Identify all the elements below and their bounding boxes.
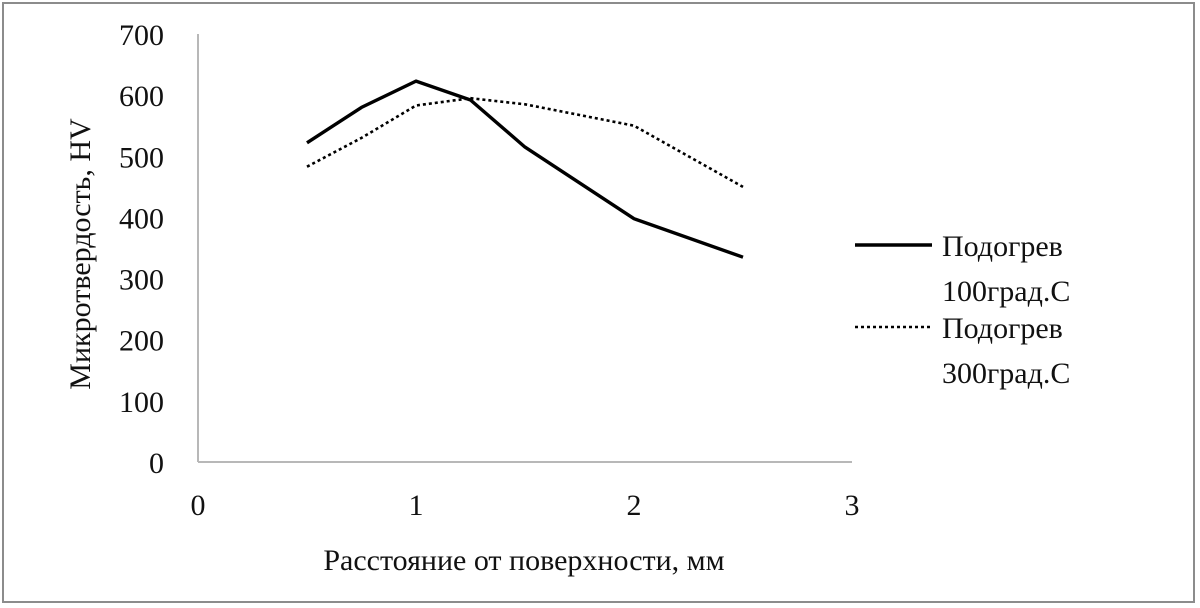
legend-label-2: Подогрев	[942, 312, 1063, 345]
series-line-1	[306, 79, 744, 259]
y-tick-label: 300	[119, 264, 164, 297]
x-axis-title: Расстояние от поверхности, мм	[323, 544, 724, 577]
legend: Подогрев 100град.С Подогрев 300град.С	[855, 230, 1070, 390]
y-tick-labels: 0 100 200 300 400 500 600 700	[119, 19, 164, 480]
y-tick-label: 600	[119, 80, 164, 113]
y-tick-label: 200	[119, 325, 164, 358]
legend-label-1: Подогрев	[942, 230, 1063, 263]
y-tick-label: 700	[119, 19, 164, 52]
x-tick-label: 3	[845, 489, 860, 522]
x-tick-label: 2	[627, 489, 642, 522]
y-axis-title: Микротвердость, HV	[64, 118, 97, 390]
legend-label-1: 100град.С	[942, 275, 1070, 308]
legend-label-2: 300град.С	[942, 357, 1070, 390]
y-tick-label: 0	[149, 447, 164, 480]
series-line-2	[306, 96, 744, 189]
y-tick-label: 100	[119, 386, 164, 419]
x-tick-label: 0	[191, 489, 206, 522]
x-tick-label: 1	[409, 489, 424, 522]
y-tick-label: 400	[119, 202, 164, 235]
axes	[197, 34, 852, 463]
x-tick-labels: 0 1 2 3	[191, 489, 860, 522]
series-lines	[306, 79, 744, 259]
y-tick-label: 500	[119, 141, 164, 174]
